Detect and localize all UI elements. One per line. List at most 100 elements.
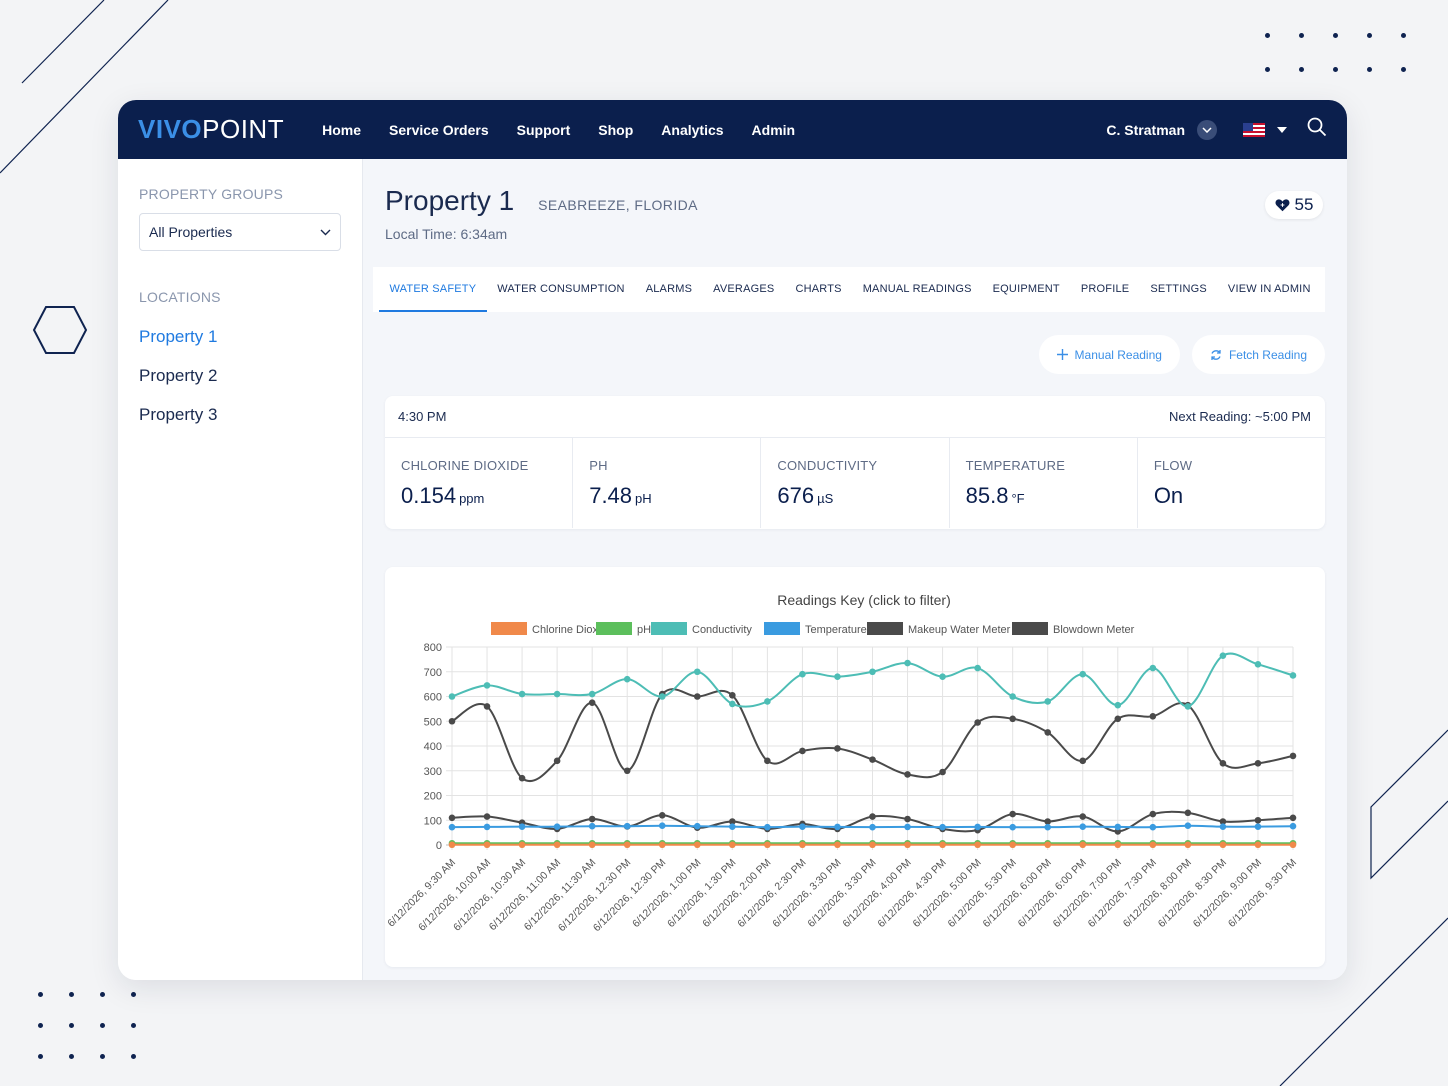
metric-value: 676: [777, 483, 815, 508]
data-point-chlorine-dioxide: [974, 841, 981, 849]
data-point-temperature: [764, 823, 771, 831]
next-reading: Next Reading: ~5:00 PM: [1169, 409, 1311, 424]
search-icon[interactable]: [1307, 117, 1327, 142]
nav-admin[interactable]: Admin: [751, 121, 796, 138]
location-item-property-3[interactable]: Property 3: [139, 405, 218, 424]
data-point-temperature: [1289, 822, 1297, 830]
data-point-chlorine-dioxide: [904, 841, 911, 849]
locations-list: Property 1 Property 2 Property 3: [139, 317, 341, 434]
nav-home[interactable]: Home: [322, 121, 361, 138]
data-point-temperature: [799, 823, 806, 830]
data-point-makeup-water-meter: [1289, 814, 1297, 822]
svg-text:Temperature: Temperature: [805, 624, 867, 636]
data-point-makeup-water-meter: [588, 815, 596, 823]
manual-reading-label: Manual Reading: [1074, 347, 1162, 362]
data-point-makeup-water-meter: [1079, 813, 1087, 820]
legend-item-conductivity[interactable]: Conductivity: [651, 622, 752, 636]
top-navbar: VIVOPOINT Home Service Orders Support Sh…: [118, 100, 1347, 159]
tab-water-consumption[interactable]: WATER CONSUMPTION: [497, 283, 625, 295]
tab-equipment[interactable]: EQUIPMENT: [992, 283, 1060, 295]
action-buttons: Manual Reading Fetch Reading: [385, 335, 1325, 374]
metric-value: 7.48: [589, 483, 633, 508]
nav-shop[interactable]: Shop: [598, 121, 634, 138]
location-item-property-1[interactable]: Property 1: [139, 327, 218, 346]
svg-text:Makeup Water Meter: Makeup Water Meter: [908, 624, 1011, 636]
nav-analytics[interactable]: Analytics: [661, 121, 724, 138]
tab-water-safety[interactable]: WATER SAFETY: [379, 267, 487, 312]
data-point-chlorine-dioxide: [1009, 841, 1016, 849]
data-point-blowdown-meter: [869, 756, 876, 763]
data-point-conductivity: [588, 690, 596, 698]
favorites-count: 55: [1294, 195, 1314, 214]
user-name[interactable]: C. Stratman: [1106, 121, 1185, 138]
nav-support[interactable]: Support: [516, 121, 571, 138]
logo-text-a: VIVO: [138, 114, 203, 144]
data-point-chlorine-dioxide: [693, 841, 701, 849]
tab-settings[interactable]: SETTINGS: [1150, 283, 1207, 295]
data-point-blowdown-meter: [974, 719, 981, 726]
data-point-chlorine-dioxide: [448, 841, 456, 849]
data-point-chlorine-dioxide: [1219, 841, 1227, 849]
data-point-makeup-water-meter: [729, 818, 736, 825]
data-point-blowdown-meter: [553, 757, 561, 765]
data-point-conductivity: [1114, 701, 1122, 709]
tab-charts[interactable]: CHARTS: [795, 283, 842, 295]
tab-view-in-admin[interactable]: VIEW IN ADMIN: [1227, 283, 1311, 295]
favorites-badge[interactable]: 55: [1265, 191, 1323, 219]
data-point-blowdown-meter: [518, 774, 526, 782]
data-point-temperature: [1044, 823, 1052, 831]
logo[interactable]: VIVOPOINT: [138, 114, 284, 145]
data-point-conductivity: [799, 670, 806, 678]
data-point-conductivity: [623, 675, 631, 683]
data-point-blowdown-meter: [623, 767, 631, 775]
data-point-temperature: [588, 822, 596, 830]
legend-item-chlorine-dioxide[interactable]: Chlorine Dioxide: [491, 622, 613, 636]
language-chevron-icon[interactable]: [1277, 126, 1287, 133]
metric-label: FLOW: [1153, 458, 1193, 473]
metric-label: PH: [589, 458, 608, 473]
nav-service-orders[interactable]: Service Orders: [389, 121, 489, 138]
tab-profile[interactable]: PROFILE: [1080, 283, 1130, 295]
data-point-chlorine-dioxide: [1114, 841, 1122, 849]
latest-reading-card: 4:30 PM Next Reading: ~5:00 PM CHLORINE …: [385, 396, 1325, 529]
tab-manual-readings[interactable]: MANUAL READINGS: [862, 283, 972, 295]
data-point-chlorine-dioxide: [869, 841, 876, 849]
metric-label: CHLORINE DIOXIDE: [401, 458, 529, 473]
data-point-makeup-water-meter: [1219, 818, 1227, 825]
locations-label: LOCATIONS: [139, 289, 221, 305]
data-point-chlorine-dioxide: [834, 841, 841, 849]
manual-reading-button[interactable]: Manual Reading: [1038, 335, 1180, 374]
user-menu-chevron-icon[interactable]: [1197, 119, 1217, 140]
metric-ph: PH 7.48 pH: [573, 438, 762, 528]
legend-item-makeup-water-meter[interactable]: Makeup Water Meter: [867, 622, 1011, 636]
data-point-chlorine-dioxide: [729, 841, 736, 849]
data-point-chlorine-dioxide: [1044, 841, 1052, 849]
property-groups-label: PROPERTY GROUPS: [139, 186, 284, 202]
chart-title: Readings Key (click to filter): [777, 592, 951, 608]
legend-item-ph[interactable]: pH: [596, 622, 651, 636]
data-point-conductivity: [904, 659, 911, 667]
heart-icon: [1275, 199, 1290, 212]
svg-text:Chlorine Dioxide: Chlorine Dioxide: [532, 624, 613, 636]
data-point-temperature: [553, 823, 561, 830]
data-point-chlorine-dioxide: [483, 841, 491, 849]
data-point-temperature: [448, 823, 456, 831]
data-point-blowdown-meter: [1254, 760, 1262, 767]
y-tick-label: 300: [424, 766, 442, 778]
metric-unit: µS: [817, 491, 834, 506]
legend-item-blowdown-meter[interactable]: Blowdown Meter: [1012, 622, 1135, 636]
decor-dots-top-right: [1265, 33, 1435, 101]
metric-value: On: [1153, 483, 1184, 508]
us-flag-icon[interactable]: [1243, 122, 1265, 137]
tab-averages[interactable]: AVERAGES: [713, 283, 775, 295]
refresh-icon: [1211, 349, 1221, 360]
y-tick-label: 100: [424, 815, 442, 827]
metric-temperature: TEMPERATURE 85.8 °F: [950, 438, 1138, 528]
property-group-select[interactable]: All Properties: [139, 213, 341, 251]
fetch-reading-button[interactable]: Fetch Reading: [1191, 335, 1325, 374]
data-point-blowdown-meter: [1289, 752, 1297, 760]
location-item-property-2[interactable]: Property 2: [139, 366, 218, 385]
tab-alarms[interactable]: ALARMS: [645, 283, 693, 295]
legend-item-temperature[interactable]: Temperature: [764, 622, 867, 636]
data-point-chlorine-dioxide: [518, 841, 526, 849]
